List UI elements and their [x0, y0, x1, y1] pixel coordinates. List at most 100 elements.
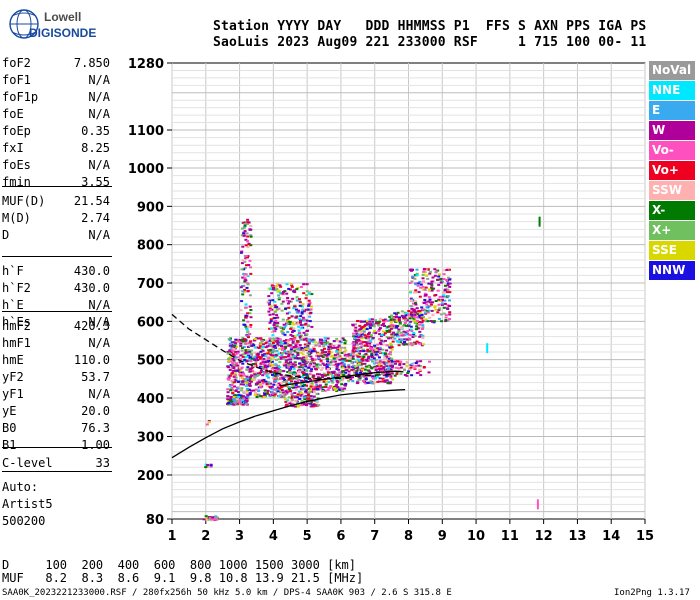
echo-point [370, 338, 374, 341]
echo-point [276, 378, 280, 381]
echo-point [424, 286, 428, 289]
echo-point [226, 352, 230, 355]
echo-point [240, 366, 244, 369]
echo-point [433, 306, 437, 309]
echo-point [261, 346, 265, 348]
echo-point [407, 323, 411, 326]
echo-point [290, 331, 294, 334]
echo-point [325, 365, 329, 368]
echo-point [281, 347, 285, 350]
echo-point [412, 302, 415, 305]
echo-point [245, 223, 249, 225]
echo-point [343, 351, 347, 354]
echo-point [227, 360, 231, 363]
echo-point [387, 374, 391, 377]
echo-point [247, 264, 251, 266]
echo-point [295, 299, 299, 302]
echo-point [244, 349, 248, 352]
echo-point [248, 305, 252, 308]
echo-point [442, 306, 446, 309]
echo-point [359, 340, 363, 343]
echo-point [231, 363, 235, 366]
echo-point [301, 359, 305, 362]
echo-point [356, 368, 360, 371]
param-m-d-: M(D) 2.74 [2, 211, 110, 226]
echo-point [231, 362, 235, 364]
echo-point [265, 384, 269, 387]
echo-point [321, 390, 325, 392]
echo-point [352, 341, 356, 344]
echo-point [276, 369, 280, 372]
echo-point [259, 383, 263, 386]
echo-point [305, 369, 309, 372]
echo-point [336, 351, 340, 354]
echo-point [378, 365, 382, 368]
echo-point [234, 342, 238, 345]
echo-point [232, 400, 235, 403]
param-name: fmin [2, 175, 31, 189]
echo-point [416, 282, 420, 285]
echo-point [382, 361, 386, 364]
echo-point [243, 223, 247, 226]
echo-point [269, 288, 273, 291]
echo-point [316, 401, 320, 403]
echo-point [267, 376, 271, 379]
echo-point [411, 276, 415, 279]
echo-point [331, 375, 335, 378]
echo-point [281, 300, 285, 303]
echo-point [405, 312, 409, 315]
echo-point [285, 339, 289, 342]
echo-point [246, 282, 250, 285]
echo-point [378, 327, 382, 330]
echo-point [277, 289, 281, 292]
echo-point [297, 348, 301, 351]
echo-point [424, 318, 428, 321]
echo-point [247, 325, 251, 328]
param-h-es: h`Es N/A [2, 315, 110, 330]
echo-point [286, 331, 290, 333]
echo-point [390, 360, 394, 363]
echo-point [446, 319, 450, 322]
echo-point [385, 336, 389, 339]
echo-point [307, 366, 311, 369]
echo-point [372, 362, 376, 365]
echo-point [289, 300, 293, 303]
echo-point [242, 234, 246, 237]
param-fof2: foF2 7.850 [2, 56, 110, 71]
echo-point [282, 356, 285, 359]
param-separator [2, 186, 112, 187]
echo-point [243, 224, 247, 227]
echo-point [334, 356, 338, 359]
echo-point [292, 339, 296, 342]
echo-point [205, 517, 209, 520]
echo-point [305, 404, 308, 407]
echo-point [285, 283, 289, 286]
echo-point [245, 286, 249, 289]
echo-point [374, 353, 378, 356]
footer-file-info: SAA0K_2023221233000.RSF / 280fx256h 50 k… [2, 588, 452, 598]
echo-point [289, 326, 293, 329]
echo-point [383, 352, 387, 355]
echo-point [445, 269, 449, 271]
echo-point [415, 313, 419, 316]
y-tick-label: 1100 [128, 124, 164, 139]
echo-point [278, 366, 282, 369]
echo-point [306, 361, 310, 363]
echo-point [244, 255, 248, 257]
echo-point [244, 314, 248, 317]
echo-point [318, 379, 322, 382]
echo-point [300, 404, 304, 407]
echo-point [243, 358, 247, 361]
echo-point [305, 283, 309, 286]
echo-point [332, 344, 336, 347]
echo-point [379, 335, 383, 338]
echo-point [301, 382, 305, 385]
echo-point [413, 277, 417, 280]
echo-point [242, 221, 246, 224]
echo-point [237, 395, 241, 398]
echo-point [247, 388, 251, 391]
echo-point [292, 350, 296, 353]
echo-point [237, 380, 240, 383]
echo-point [243, 290, 246, 293]
echo-point [239, 358, 243, 361]
